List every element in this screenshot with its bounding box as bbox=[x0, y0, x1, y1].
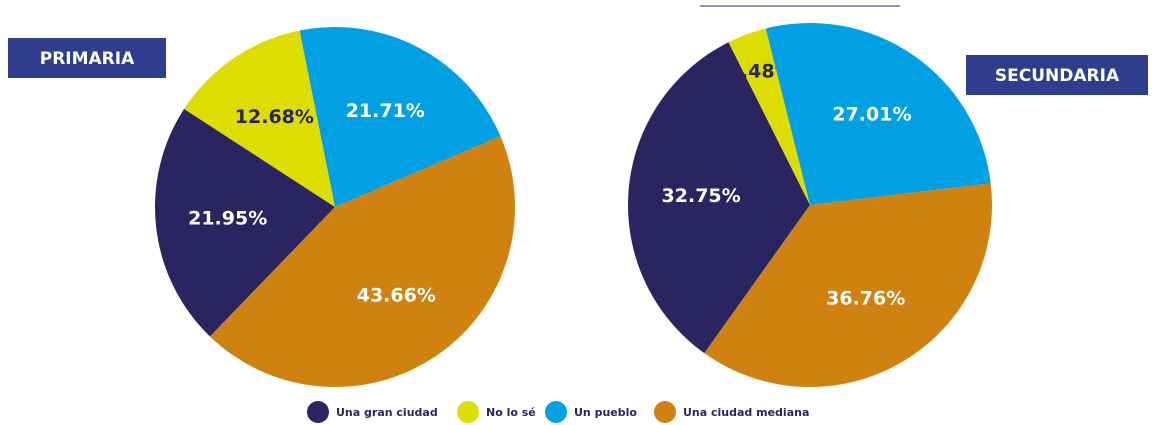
pie-slice bbox=[627, 42, 810, 354]
slice-label: 21.71% bbox=[346, 100, 425, 122]
pie-slice bbox=[209, 136, 516, 388]
legend-swatch bbox=[654, 401, 676, 423]
legend-swatch bbox=[545, 401, 567, 423]
legend-swatch bbox=[307, 401, 329, 423]
legend-label: Un pueblo bbox=[574, 406, 637, 419]
slice-label: 36.76% bbox=[826, 287, 905, 309]
title-box bbox=[966, 55, 1148, 95]
pie-slice bbox=[299, 27, 501, 207]
pie-slice bbox=[704, 183, 993, 388]
chart-title: SECUNDARIA bbox=[995, 66, 1120, 86]
pie-slice bbox=[155, 108, 335, 337]
slice-label: 12.68% bbox=[235, 106, 314, 128]
legend-label: Una gran ciudad bbox=[336, 406, 438, 419]
pie-slice bbox=[765, 23, 991, 206]
chart-title: PRIMARIA bbox=[40, 49, 135, 69]
slice-label: 32.75% bbox=[662, 185, 741, 207]
slice-label: 21.95% bbox=[188, 208, 267, 230]
slice-label: 43.66% bbox=[357, 284, 436, 306]
pie-slice bbox=[184, 30, 335, 207]
legend-swatch bbox=[457, 401, 479, 423]
pie-slice bbox=[728, 28, 810, 206]
slice-label: 27.01% bbox=[832, 104, 911, 126]
title-box bbox=[8, 38, 166, 78]
legend-label: No lo sé bbox=[486, 406, 536, 419]
legend-label: Una ciudad mediana bbox=[683, 406, 809, 419]
